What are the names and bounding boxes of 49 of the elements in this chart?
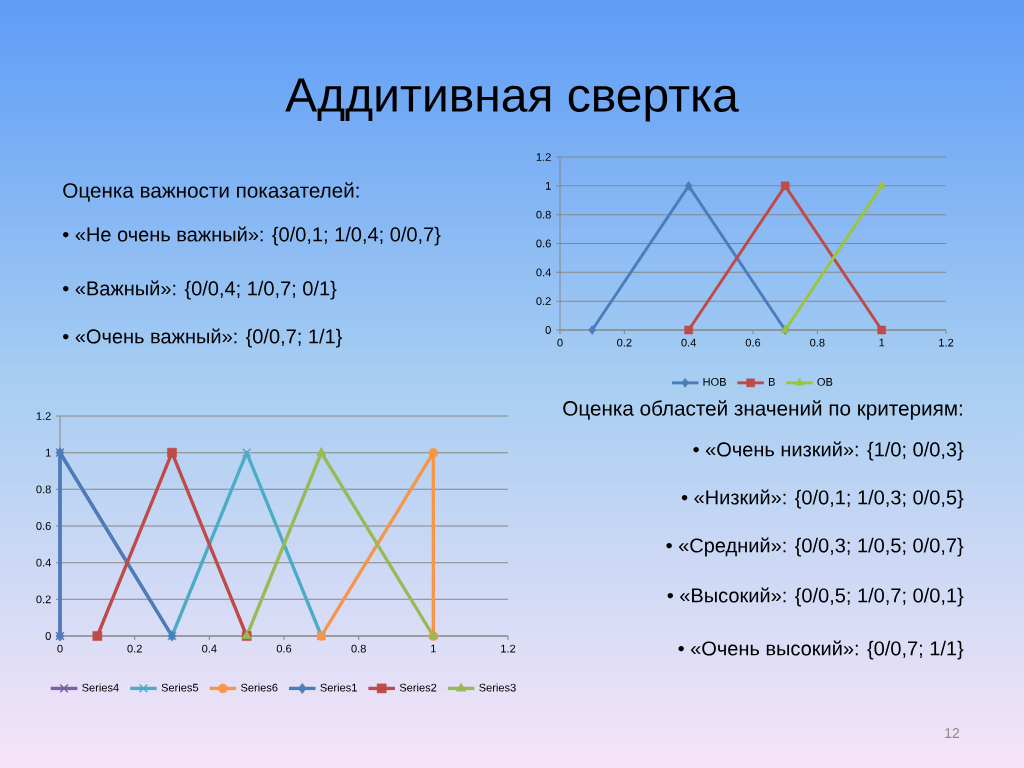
text: • «Высокий»: {0/0,5; 1/0,7; 0/0,1}	[667, 587, 964, 607]
legend-label: НОВ	[703, 377, 726, 386]
x-tick-label: 0.8	[810, 338, 825, 347]
text: 12	[945, 728, 960, 738]
x-tick-label: 0.6	[276, 644, 292, 653]
x-tick-label: 0.4	[681, 338, 697, 347]
legend-label: Series1	[320, 683, 357, 692]
x-tick-label: 0	[57, 644, 63, 653]
y-tick-label: 0.2	[36, 595, 51, 604]
text: • «Не очень важный»: {0/0,1; 1/0,4; 0/0,7}	[63, 226, 441, 246]
x-tick-label: 1	[879, 338, 885, 347]
y-tick-label: 1	[545, 182, 551, 190]
text: • «Очень низкий»: {1/0; 0/0,3}	[693, 441, 964, 461]
y-tick-label: 0.6	[36, 522, 51, 530]
x-tick-label: 0.2	[127, 644, 142, 653]
text: Аддитивная свертка	[285, 78, 739, 122]
x-tick-label: 0.2	[617, 338, 632, 347]
text: • «Очень важный»: {0/0,7; 1/1}	[63, 328, 343, 348]
y-tick-label: 0	[45, 632, 51, 640]
legend-label: В	[768, 378, 775, 386]
x-tick-label: 0	[557, 338, 563, 347]
legend-label: Series3	[479, 683, 516, 692]
x-tick-label: 1.2	[501, 644, 516, 653]
text: • «Низкий»: {0/0,1; 1/0,3; 0/0,5}	[681, 489, 964, 509]
text: • «Средний»: {0/0,3; 1/0,5; 0/0,7}	[666, 537, 964, 557]
legend-label: Series4	[82, 683, 119, 692]
y-tick-label: 0.8	[36, 485, 51, 494]
x-tick-label: 0.4	[202, 644, 217, 653]
y-tick-label: 1.2	[536, 153, 551, 161]
y-tick-label: 0.2	[536, 297, 551, 306]
y-tick-label: 1.2	[36, 412, 51, 420]
y-tick-label: 0.8	[536, 210, 551, 219]
x-tick-label: 0.6	[745, 338, 761, 347]
text: Оценка важности показателей:	[63, 182, 359, 202]
x-tick-label: 1.2	[939, 338, 954, 347]
legend-label: Series2	[399, 683, 437, 692]
text: Оценка областей значений по критериям:	[563, 400, 962, 420]
y-tick-label: 0.4	[536, 268, 551, 277]
legend-label: Series5	[161, 683, 199, 692]
legend-label: Series6	[240, 683, 278, 692]
text: • «Важный»: {0/0,4; 1/0,7; 0/1}	[63, 280, 337, 300]
legend-label: ОВ	[817, 377, 833, 386]
y-tick-label: 1	[45, 448, 51, 457]
x-tick-label: 1	[431, 644, 436, 653]
text: • «Очень высокий»: {0/0,7; 1/1}	[678, 640, 964, 660]
y-tick-label: 0	[545, 326, 551, 334]
y-tick-label: 0.4	[36, 558, 51, 567]
y-tick-label: 0.6	[536, 239, 551, 248]
x-tick-label: 0.8	[351, 644, 366, 653]
